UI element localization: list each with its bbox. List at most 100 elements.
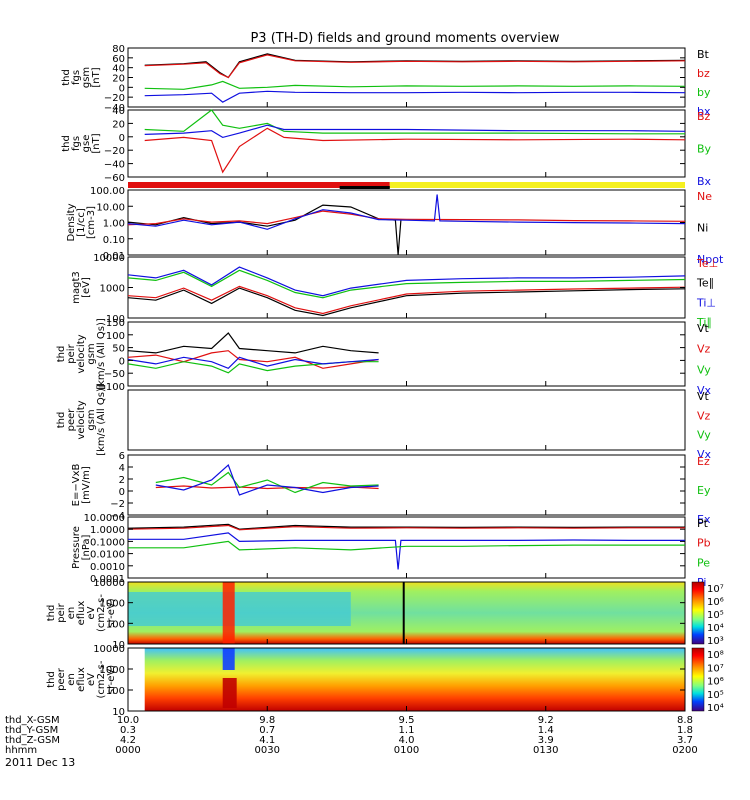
y-tick-label-density-3: 0.10 xyxy=(103,235,125,246)
series-line-pressure-Pb xyxy=(127,524,685,531)
y-tick-label-peer_spectrogram-1: 1000 xyxy=(100,665,125,676)
series-line-temperature-Te∥ xyxy=(127,287,686,317)
y-axis-label-line-temperature-1: [eV] xyxy=(81,277,92,298)
y-axis-label-line-fgs_gse-3: [nT] xyxy=(91,133,102,153)
mode-bar-segment-2 xyxy=(339,186,390,189)
y-axis-label-line-peer_velocity-4: [km/s (All Qs)] xyxy=(96,384,107,456)
orbit-value-1-4: 1.8 xyxy=(677,725,693,736)
colorbar-tick-peir_spectrogram-3: 10⁴ xyxy=(707,623,724,634)
series-line-temperature-Ti∥ xyxy=(127,269,686,299)
y-axis-label-line-peir_velocity-3: gsm xyxy=(86,343,97,364)
colorbar-tick-peer_spectrogram-0: 10⁸ xyxy=(707,650,724,661)
orbit-row-label-1: thd_Y-GSM xyxy=(5,725,58,736)
y-tick-label-pressure-4: 0.0010 xyxy=(90,562,125,573)
legend-fgs_gsm-Bt: Bt xyxy=(697,48,710,61)
y-tick-label-fgs_gse-5: −60 xyxy=(104,173,125,184)
legend-fgs_gsm-by: by xyxy=(697,86,711,99)
y-axis-label-line-peer_spectrogram-1: peer xyxy=(56,667,67,691)
y-tick-label-peir_velocity-2: 50 xyxy=(112,344,125,355)
legend-pressure-Pt: Pt xyxy=(697,517,709,530)
orbit-value-2-3: 3.9 xyxy=(538,735,554,746)
panel-frame-peir_velocity xyxy=(127,321,686,387)
legend-peer_velocity-Vz: Vz xyxy=(697,409,711,422)
y-axis-label-line-peer_velocity-1: peer xyxy=(66,408,77,432)
y-axis-label-line-peir_spectrogram-2: en xyxy=(66,607,77,620)
orbit-value-0-3: 9.2 xyxy=(538,715,554,726)
y-axis-label-line-peer_spectrogram-6: sr-eV) xyxy=(106,665,117,694)
y-tick-label-peir_spectrogram-3: 10 xyxy=(112,640,125,651)
colorbar-tick-peer_spectrogram-1: 10⁷ xyxy=(707,663,724,674)
heatmap-peer_spectrogram xyxy=(144,648,685,711)
y-tick-label-peer_spectrogram-2: 100 xyxy=(106,686,125,697)
y-tick-label-temperature-1: 1000 xyxy=(100,284,125,295)
colorbar-peir_spectrogram xyxy=(691,581,705,645)
series-line-density-Npot xyxy=(127,194,686,230)
orbit-value-1-3: 1.4 xyxy=(538,725,554,736)
y-axis-label-line-fgs_gsm-2: gsm xyxy=(81,67,92,88)
y-tick-label-fgs_gse-3: −20 xyxy=(104,146,125,157)
y-tick-label-peir_spectrogram-2: 100 xyxy=(106,619,125,630)
panel-frame-fgs_gse xyxy=(127,109,686,178)
y-tick-label-fgs_gse-2: 0 xyxy=(119,133,125,144)
y-axis-label-peir_velocity: thd peir velocity gsm [km/s (All Qs)] xyxy=(56,318,107,390)
x-tick-label-2: 0100 xyxy=(394,745,419,756)
legend-temperature-Te∥: Te∥ xyxy=(696,277,714,290)
y-axis-label-line-peir_spectrogram-6: sr-eV) xyxy=(106,598,117,627)
y-tick-label-fgs_gsm-3: 20 xyxy=(112,74,125,85)
y-axis-label-fgs_gse: thd fgs gse [nT] xyxy=(61,133,102,153)
legend-density-Ne: Ne xyxy=(697,190,712,203)
colorbar-tick-peir_spectrogram-4: 10³ xyxy=(707,636,724,647)
panel-frame-fgs_gsm xyxy=(127,47,686,108)
series-line-peir_velocity-Vx xyxy=(127,356,379,370)
y-tick-label-fgs_gsm-1: 60 xyxy=(112,54,125,65)
y-tick-label-peir_velocity-4: −50 xyxy=(104,369,125,380)
series-line-temperature-Te⊥ xyxy=(127,285,686,315)
y-axis-label-fgs_gsm: thd fgs gsm [nT] xyxy=(61,67,102,88)
y-axis-label-line-peir_velocity-4: [km/s (All Qs)] xyxy=(96,318,107,390)
heatmap-burst xyxy=(222,678,237,708)
series-line-pressure-Pt xyxy=(127,523,685,530)
legend-temperature-Ti∥: Ti∥ xyxy=(696,316,712,329)
panel-frame-peer_velocity xyxy=(127,389,686,451)
legend-peer_velocity-Vx: Vx xyxy=(697,448,712,461)
y-axis-label-efield: E=−VxB [mV/m] xyxy=(71,464,92,507)
y-tick-label-fgs_gsm-0: 80 xyxy=(112,44,125,55)
x-tick-label-4: 0200 xyxy=(672,745,697,756)
series-line-density-Ni xyxy=(127,204,402,256)
series-line-fgs_gsm-Bt xyxy=(144,53,686,79)
y-axis-label-line-fgs_gsm-3: [nT] xyxy=(91,67,102,87)
y-axis-label-line-peer_velocity-2: velocity xyxy=(76,400,87,439)
orbit-value-2-2: 4.0 xyxy=(399,735,415,746)
y-axis-label-line-peer_spectrogram-0: thd xyxy=(46,671,57,688)
legend-pressure-Pb: Pb xyxy=(697,537,711,550)
orbit-value-2-4: 3.7 xyxy=(677,735,693,746)
y-tick-label-pressure-3: 0.0100 xyxy=(90,550,125,561)
legend-peir_velocity-Vz: Vz xyxy=(697,343,711,356)
orbit-row-label-2: thd_Z-GSM xyxy=(5,735,60,746)
y-axis-label-line-peer_velocity-0: thd xyxy=(56,412,67,429)
y-axis-label-line-fgs_gse-1: fgs xyxy=(71,136,82,151)
y-axis-label-line-fgs_gsm-0: thd xyxy=(61,69,72,86)
y-axis-label-line-density-1: [1/cc] xyxy=(76,208,87,237)
y-axis-label-line-peer_velocity-3: gsm xyxy=(86,409,97,430)
legend-fgs_gsm-bx: bx xyxy=(697,105,711,118)
y-axis-label-temperature: magt3 [eV] xyxy=(71,271,92,304)
y-tick-label-peir_velocity-3: 0 xyxy=(119,356,125,367)
date-label: 2011 Dec 13 xyxy=(5,756,75,769)
colorbar-tick-peer_spectrogram-2: 10⁶ xyxy=(707,677,724,688)
y-axis-label-line-fgs_gse-2: gse xyxy=(81,135,92,153)
colorbar-tick-peer_spectrogram-3: 10⁵ xyxy=(707,690,724,701)
y-axis-label-line-peir_velocity-0: thd xyxy=(56,346,67,363)
legend-peir_velocity-Vt: Vt xyxy=(697,322,710,335)
orbit-value-0-4: 8.8 xyxy=(677,715,693,726)
y-axis-label-line-pressure-0: Pressure xyxy=(71,526,82,569)
orbit-value-0-1: 9.8 xyxy=(259,715,275,726)
y-tick-label-peir_velocity-5: −100 xyxy=(98,382,125,393)
colorbar-tick-peir_spectrogram-0: 10⁷ xyxy=(707,584,724,595)
legend-efield-Ez: Ez xyxy=(697,455,710,468)
y-tick-label-fgs_gsm-4: 0 xyxy=(119,83,125,94)
y-axis-label-line-peir_spectrogram-1: peir xyxy=(56,602,67,622)
y-axis-label-pressure: Pressure [nPa] xyxy=(71,526,92,569)
y-axis-label-line-peer_spectrogram-4: eV xyxy=(86,673,97,686)
